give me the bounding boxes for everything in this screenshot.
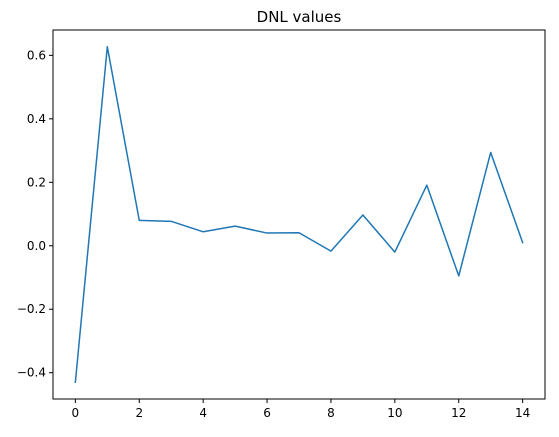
series-line: [74, 46, 524, 384]
x-tick-label: 2: [135, 406, 143, 420]
y-tick-label: −0.4: [17, 366, 46, 380]
axis-ticks: 0 2 4 6 8 10 12 14 −0.4 −0.2 0.0 0.2 0.4 0.6: [17, 48, 530, 420]
chart-title: DNL values: [257, 8, 342, 26]
x-tick-label: 0: [72, 406, 80, 420]
plot-frame: [52, 29, 546, 400]
x-tick-label: 4: [199, 406, 207, 420]
y-tick-label: 0.4: [27, 112, 46, 126]
x-tick-label: 14: [515, 406, 530, 420]
x-tick-label: 8: [327, 406, 335, 420]
y-tick-label: 0.2: [27, 175, 46, 189]
y-tick-label: 0.0: [27, 239, 46, 253]
y-tick-label: −0.2: [17, 302, 46, 316]
x-tick-label: 6: [263, 406, 271, 420]
series-layer: [74, 46, 524, 384]
y-tick-label: 0.6: [27, 48, 46, 62]
x-tick-label: 10: [387, 406, 402, 420]
x-tick-label: 12: [451, 406, 466, 420]
